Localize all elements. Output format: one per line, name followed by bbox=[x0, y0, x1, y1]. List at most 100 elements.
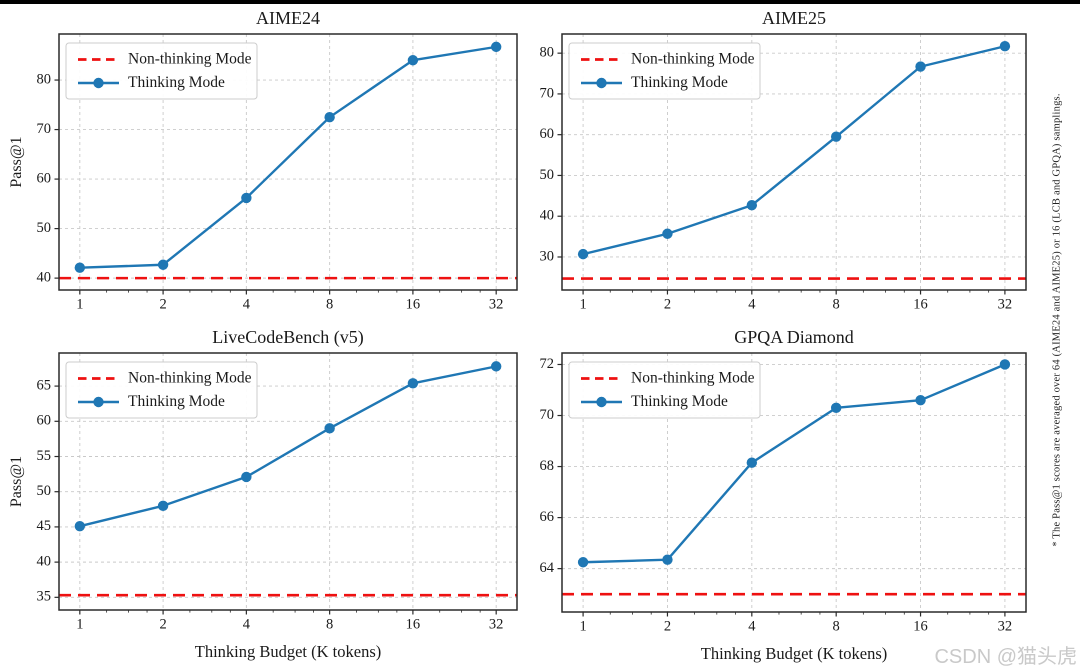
data-points bbox=[74, 41, 502, 273]
chart-aime25: 1 2 4 8 16 32 30 40 50 60 70 80 AIME25 Non-thinking M… bbox=[540, 0, 1080, 322]
legend-thinking-label: Thinking Mode bbox=[631, 74, 728, 91]
y-tick-label: 50 bbox=[37, 220, 52, 236]
data-point bbox=[74, 521, 86, 532]
data-point bbox=[241, 192, 252, 204]
plot-border bbox=[561, 33, 1027, 291]
x-tick-label: 2 bbox=[159, 617, 166, 633]
y-tick-label: 60 bbox=[37, 413, 52, 429]
y-tick-label: 40 bbox=[37, 269, 52, 285]
data-points bbox=[577, 41, 1011, 260]
y-tick-label: 30 bbox=[540, 248, 554, 264]
legend-thinking-label: Thinking Mode bbox=[128, 74, 225, 91]
data-point bbox=[407, 55, 419, 66]
y-tick-label: 50 bbox=[37, 483, 52, 499]
chart-aime24: 1 2 4 8 16 32 40 50 60 70 80 AIME24 Pass@1 Non-thinki… bbox=[0, 0, 540, 322]
data-point bbox=[157, 500, 169, 511]
legend: Non-thinking Mode Thinking Mode bbox=[65, 361, 258, 419]
chart-canvas-gpqa-diamond: 1 2 4 8 16 32 64 66 68 70 72 GPQA Diamond Thinking B… bbox=[540, 327, 1027, 663]
y-tick-label: 55 bbox=[37, 448, 52, 464]
x-tick-label: 8 bbox=[326, 297, 333, 313]
x-tick-label: 4 bbox=[243, 297, 251, 313]
x-axis-ticks: 1 2 4 8 16 32 bbox=[579, 612, 1012, 635]
x-axis-ticks: 1 2 4 8 16 32 bbox=[76, 610, 503, 633]
thinking-mode-line bbox=[583, 363, 1006, 564]
data-point bbox=[999, 359, 1011, 370]
thinking-mode-line bbox=[79, 365, 497, 528]
data-points bbox=[74, 361, 502, 532]
y-axis-label: Pass@1 bbox=[8, 456, 25, 507]
data-point bbox=[577, 557, 589, 568]
chart-title: GPQA Diamond bbox=[734, 327, 854, 347]
thinking-mode-line bbox=[582, 45, 1006, 256]
x-tick-label: 32 bbox=[489, 297, 504, 313]
y-tick-label: 35 bbox=[37, 589, 52, 605]
y-axis-ticks: 30 40 50 60 70 80 bbox=[540, 44, 562, 264]
x-tick-label: 1 bbox=[579, 297, 586, 313]
data-point bbox=[241, 471, 252, 483]
x-axis-label: Thinking Budget (K tokens) bbox=[701, 644, 888, 663]
chart-canvas-livecodebench-v5: 1 2 4 8 16 32 35 40 45 50 55 60 65 LiveCodeBench (v5)… bbox=[8, 327, 518, 661]
x-tick-label: 16 bbox=[406, 617, 421, 633]
chart-title: AIME24 bbox=[256, 8, 320, 28]
x-tick-label: 4 bbox=[748, 619, 756, 635]
data-point bbox=[746, 200, 758, 211]
x-tick-label: 2 bbox=[664, 297, 671, 313]
data-point bbox=[830, 131, 842, 142]
legend: Non-thinking Mode Thinking Mode bbox=[568, 42, 761, 100]
y-tick-label: 40 bbox=[37, 553, 52, 569]
x-tick-label: 16 bbox=[913, 297, 928, 313]
y-tick-label: 80 bbox=[37, 71, 52, 87]
data-point bbox=[157, 259, 169, 270]
data-point bbox=[662, 228, 673, 239]
top-border bbox=[0, 0, 1080, 4]
chart-title: LiveCodeBench (v5) bbox=[212, 327, 363, 348]
y-tick-label: 60 bbox=[37, 170, 52, 186]
x-tick-label: 2 bbox=[664, 619, 671, 635]
chart-title: AIME25 bbox=[762, 8, 826, 28]
y-tick-label: 70 bbox=[37, 121, 52, 137]
x-tick-label: 16 bbox=[913, 619, 928, 635]
x-tick-label: 8 bbox=[326, 617, 333, 633]
y-tick-label: 65 bbox=[37, 377, 52, 393]
csdn-watermark: CSDN @猫头虎 bbox=[934, 646, 1077, 668]
data-points bbox=[577, 359, 1011, 568]
y-tick-label: 64 bbox=[540, 560, 555, 576]
y-tick-label: 70 bbox=[540, 85, 554, 101]
y-tick-label: 50 bbox=[540, 167, 554, 183]
x-axis-label: Thinking Budget (K tokens) bbox=[195, 642, 382, 661]
data-point bbox=[324, 111, 335, 123]
y-tick-label: 68 bbox=[540, 458, 554, 474]
plot-border bbox=[58, 33, 518, 291]
data-point bbox=[490, 361, 502, 372]
legend-non-thinking-label: Non-thinking Mode bbox=[128, 370, 252, 387]
x-tick-label: 4 bbox=[748, 297, 756, 313]
legend-box bbox=[65, 361, 258, 419]
legend-thinking-marker bbox=[93, 396, 104, 408]
x-axis-ticks: 1 2 4 8 16 32 bbox=[76, 290, 503, 313]
y-axis-ticks: 64 66 68 70 72 bbox=[540, 356, 562, 576]
legend-thinking-label: Thinking Mode bbox=[128, 393, 225, 410]
x-tick-label: 1 bbox=[76, 297, 83, 313]
chart-canvas-aime24: 1 2 4 8 16 32 40 50 60 70 80 AIME24 Pass@1 Non-thinki… bbox=[8, 8, 518, 313]
legend-non-thinking-label: Non-thinking Mode bbox=[128, 51, 252, 68]
data-point bbox=[746, 457, 758, 468]
data-point bbox=[915, 395, 926, 406]
x-axis-ticks: 1 2 4 8 16 32 bbox=[579, 290, 1012, 313]
data-point bbox=[74, 262, 86, 273]
data-point bbox=[915, 61, 926, 72]
chart-livecodebench: 1 2 4 8 16 32 35 40 45 50 55 60 65 LiveCodeBench (v5)… bbox=[0, 325, 540, 669]
x-tick-label: 32 bbox=[489, 617, 504, 633]
legend-non-thinking-label: Non-thinking Mode bbox=[631, 51, 755, 68]
x-tick-label: 32 bbox=[998, 297, 1013, 313]
data-point bbox=[577, 248, 589, 260]
legend: Non-thinking Mode Thinking Mode bbox=[568, 361, 761, 419]
legend-thinking-marker bbox=[93, 77, 104, 89]
legend-box bbox=[65, 42, 258, 100]
legend-thinking-label: Thinking Mode bbox=[631, 393, 728, 410]
y-tick-label: 45 bbox=[37, 518, 52, 534]
y-tick-label: 40 bbox=[540, 208, 554, 224]
x-tick-label: 4 bbox=[243, 617, 251, 633]
figure-footnote: * The Pass@1 scores are averaged over 64… bbox=[1051, 93, 1063, 547]
